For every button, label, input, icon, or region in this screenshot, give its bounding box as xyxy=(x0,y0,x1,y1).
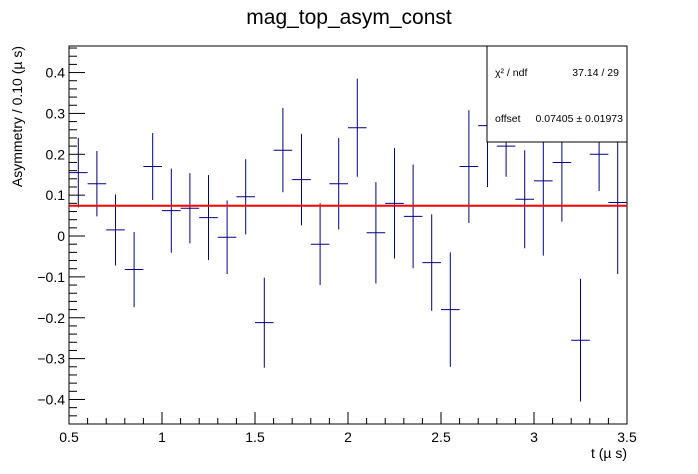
x-tick-label: 1.5 xyxy=(245,429,265,445)
x-axis-label: t (µ s) xyxy=(591,445,627,461)
stats-box: χ² / ndf 37.14 / 29 offset 0.07405 ± 0.0… xyxy=(486,45,628,143)
stats-offset-label: offset xyxy=(495,113,521,125)
y-tick-label: 0 xyxy=(57,228,65,244)
y-tick-label: −0.2 xyxy=(37,310,65,326)
y-tick-label: 0.1 xyxy=(46,187,66,203)
y-tick-label: −0.4 xyxy=(37,391,65,407)
x-tick-label: 2 xyxy=(344,429,352,445)
y-axis-label: Asymmetry / 0.10 (µ s) xyxy=(9,46,25,187)
x-tick-label: 1 xyxy=(158,429,166,445)
chart-title: mag_top_asym_const xyxy=(246,6,452,29)
stats-chi2-label: χ² / ndf xyxy=(495,67,527,79)
stats-offset-value: 0.07405 ± 0.01973 xyxy=(535,113,623,125)
x-tick-label: 2.5 xyxy=(431,429,451,445)
y-tick-label: 0.2 xyxy=(46,146,66,162)
x-tick-label: 0.5 xyxy=(59,429,79,445)
plot-area: 0.5 1 1.5 2 2.5 3 3.5 −0.4 −0.3 −0.2 −0.1 0 0.1 0.2 0.… xyxy=(37,45,637,445)
y-tick-label: −0.3 xyxy=(37,351,65,367)
x-tick-label: 3.5 xyxy=(617,429,637,445)
y-tick-label: 0.3 xyxy=(46,105,66,121)
y-tick-label: 0.4 xyxy=(46,65,66,81)
stats-chi2-value: 37.14 / 29 xyxy=(572,67,619,79)
x-tick-label: 3 xyxy=(530,429,538,445)
y-tick-label: −0.1 xyxy=(37,269,65,285)
